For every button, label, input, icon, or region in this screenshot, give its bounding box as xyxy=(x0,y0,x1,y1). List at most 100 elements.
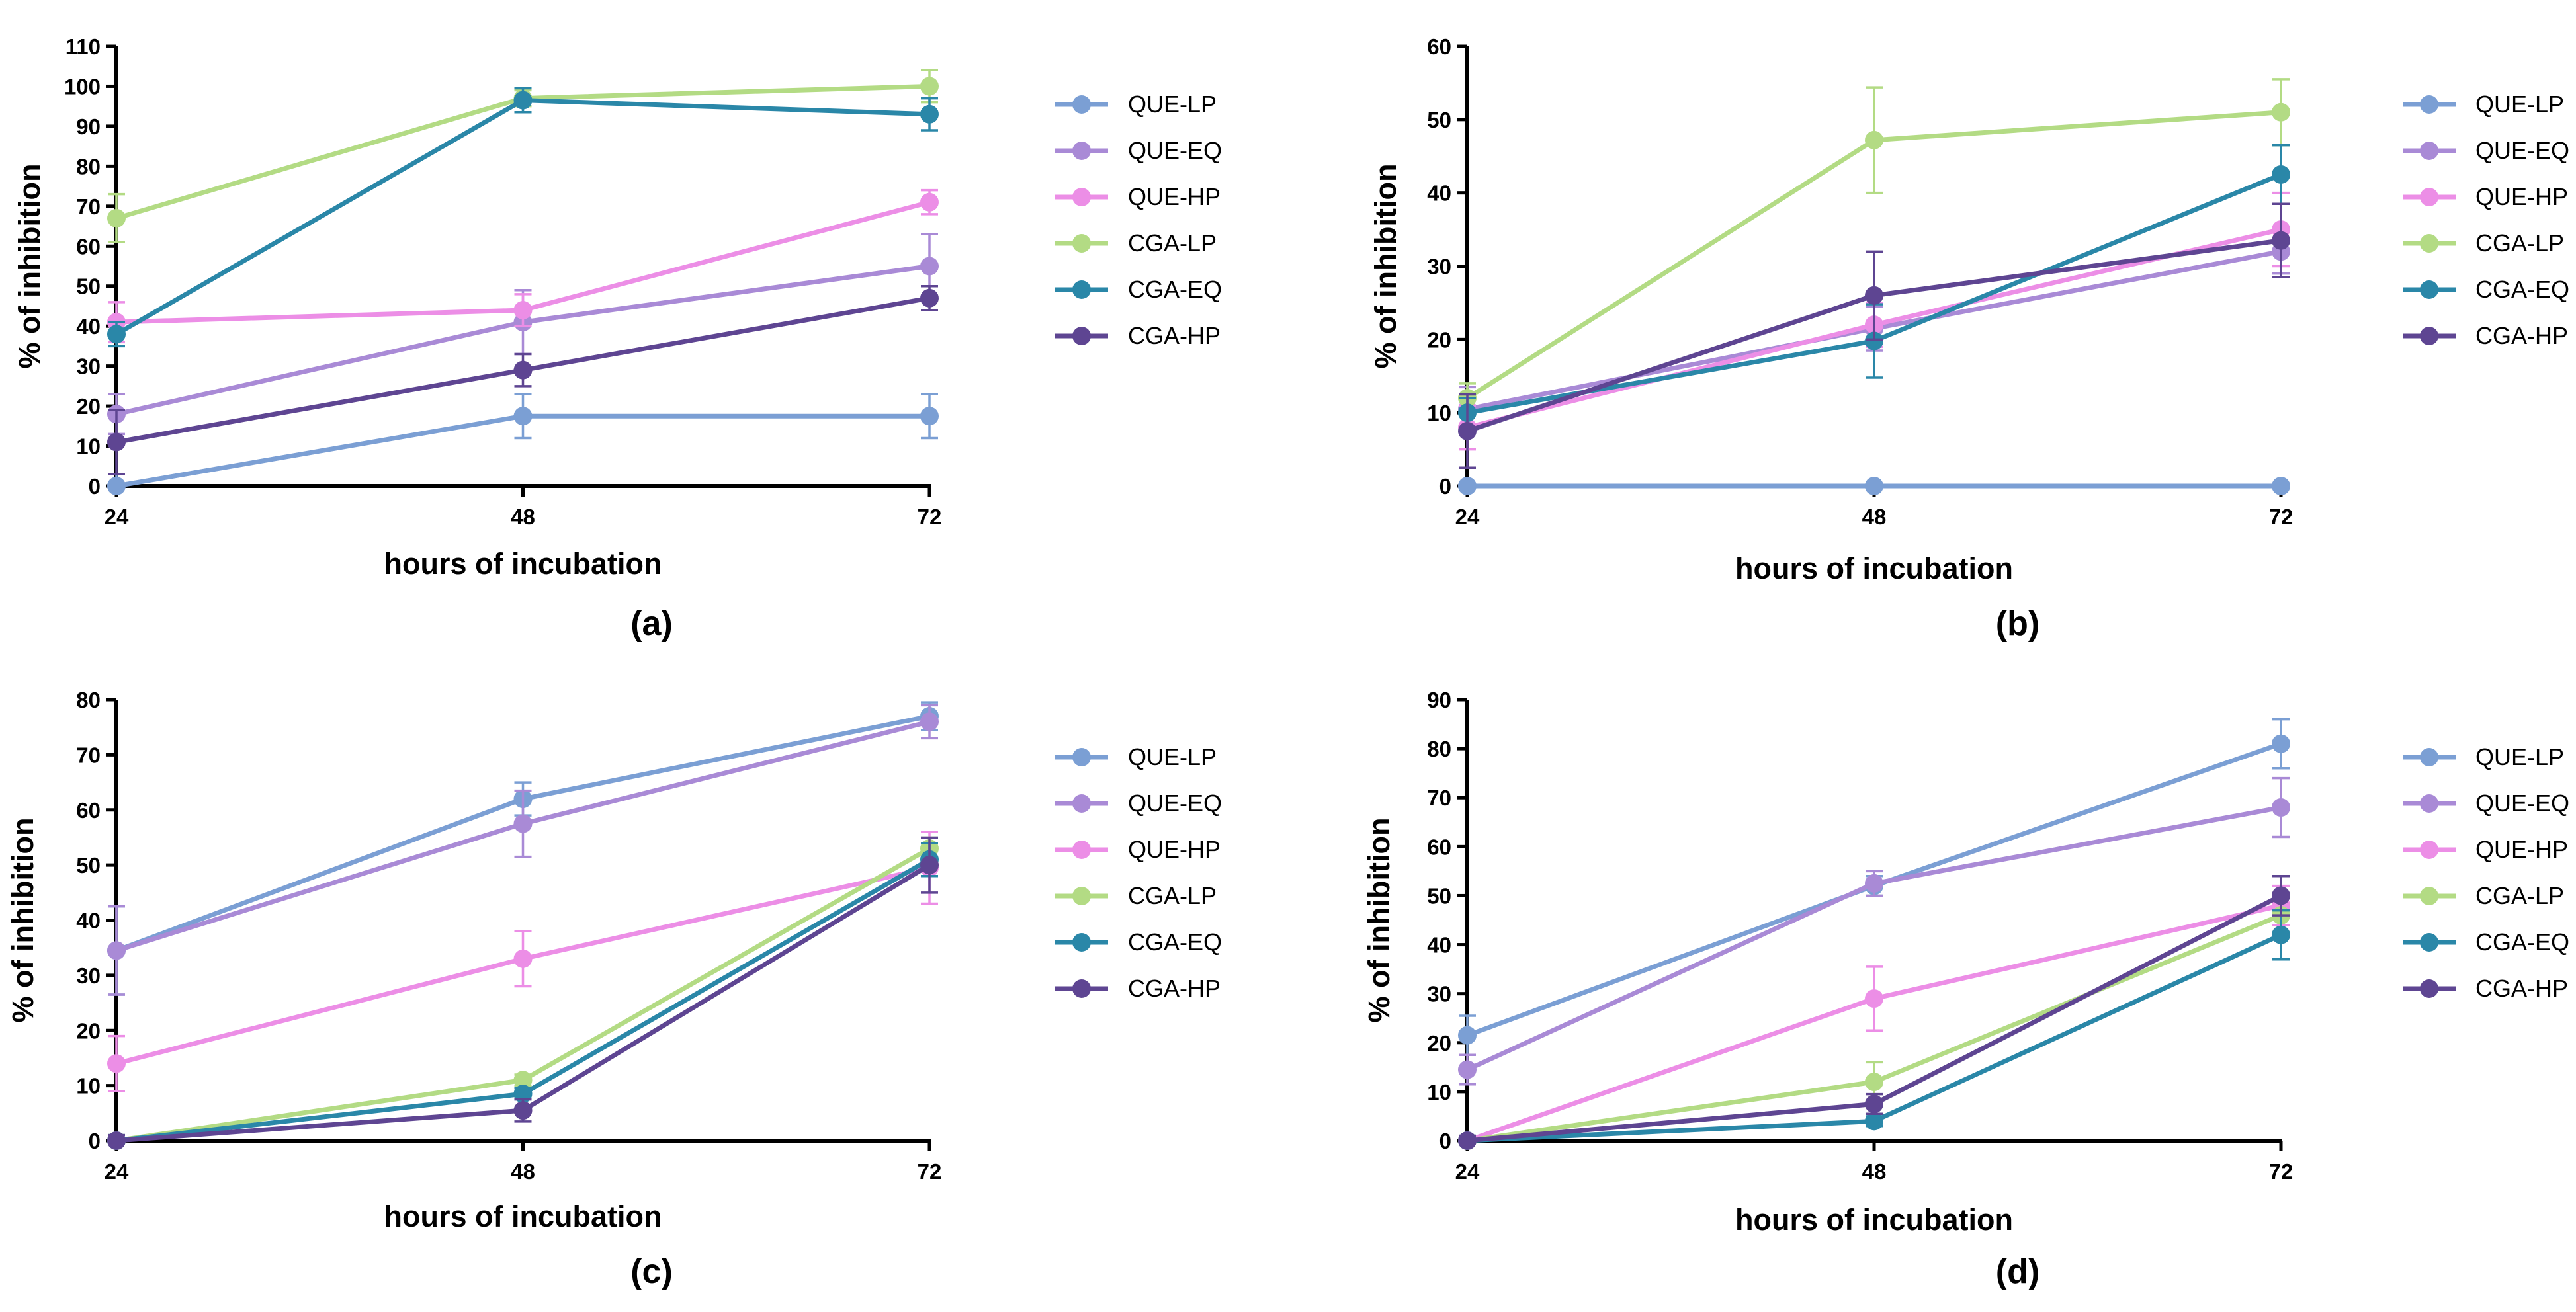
data-point xyxy=(513,1071,533,1090)
panel-label: (a) xyxy=(630,604,673,643)
legend-entry: QUE-LP xyxy=(1055,91,1217,118)
y-tick-label: 0 xyxy=(89,1129,101,1153)
legend-entry: CGA-HP xyxy=(1055,322,1221,349)
y-tick-label: 0 xyxy=(89,474,101,499)
x-tick-label: 48 xyxy=(511,1159,535,1184)
data-point xyxy=(920,77,939,96)
legend-marker xyxy=(2420,327,2438,345)
data-point xyxy=(2272,925,2290,944)
data-point xyxy=(513,301,533,319)
data-point xyxy=(107,325,126,344)
data-point xyxy=(920,192,939,212)
legend-label: QUE-HP xyxy=(2475,836,2568,863)
y-axis-label: % of inhibition xyxy=(1369,164,1402,369)
y-tick-label: 100 xyxy=(64,74,101,99)
data-point xyxy=(1865,331,1883,350)
series-CGA-EQ xyxy=(107,87,939,348)
legend-entry: QUE-LP xyxy=(2403,743,2564,770)
x-tick-label: 24 xyxy=(105,505,129,529)
y-tick-label: 80 xyxy=(1427,737,1451,761)
y-tick-label: 10 xyxy=(76,1074,101,1098)
y-tick-label: 0 xyxy=(1439,1129,1451,1153)
data-point xyxy=(1865,989,1883,1008)
series-QUE-EQ xyxy=(107,704,939,996)
legend-entry: QUE-HP xyxy=(2403,836,2568,863)
data-point xyxy=(107,1054,126,1073)
data-point xyxy=(107,432,126,452)
legend-marker xyxy=(2420,979,2438,998)
legend-marker xyxy=(2420,188,2438,206)
y-tick-label: 70 xyxy=(76,194,101,219)
y-tick-label: 40 xyxy=(76,909,101,933)
chart-panel-3: 0 10 20 30 40 50 60 70 80 90 24 48 72 hours of incuba… xyxy=(1362,688,2569,1291)
y-tick-label: 60 xyxy=(76,798,101,823)
panel-label: (b) xyxy=(1996,604,2039,643)
x-tick-label: 72 xyxy=(2269,1159,2294,1184)
y-axis-label: % of inhibition xyxy=(13,164,46,369)
data-point xyxy=(513,360,533,380)
data-point xyxy=(107,1131,126,1150)
x-tick-label: 48 xyxy=(1862,1159,1887,1184)
x-axis-label: hours of incubation xyxy=(1735,552,2013,585)
legend-entry: QUE-HP xyxy=(2403,183,2568,210)
data-point xyxy=(513,91,533,110)
data-point xyxy=(920,288,939,308)
data-point xyxy=(1865,130,1883,149)
y-tick-label: 50 xyxy=(1427,108,1451,132)
y-tick-label: 20 xyxy=(76,1018,101,1043)
y-tick-label: 50 xyxy=(76,274,101,299)
data-point xyxy=(2272,886,2290,905)
legend-entry: CGA-LP xyxy=(1055,882,1217,909)
legend-label: CGA-EQ xyxy=(2475,928,2569,956)
series-QUE-LP xyxy=(107,393,939,495)
legend-marker xyxy=(2420,887,2438,905)
data-point xyxy=(920,104,939,124)
legend-label: CGA-HP xyxy=(2475,322,2568,349)
data-point xyxy=(107,941,126,960)
legend-label: QUE-EQ xyxy=(2475,790,2569,817)
legend-label: CGA-EQ xyxy=(2475,276,2569,303)
legend-label: QUE-EQ xyxy=(1128,790,1222,817)
legend-entry: CGA-EQ xyxy=(2403,276,2569,303)
y-axis-label: % of inhibition xyxy=(6,818,40,1023)
y-axis-label: % of inhibition xyxy=(1362,818,1396,1023)
legend-marker xyxy=(2420,95,2438,114)
legend-label: CGA-EQ xyxy=(1128,928,1222,956)
legend-entry: CGA-LP xyxy=(2403,882,2564,909)
legend-label: QUE-HP xyxy=(2475,183,2568,210)
x-tick-label: 48 xyxy=(1862,505,1887,529)
data-point xyxy=(1865,874,1883,893)
legend-entry: CGA-EQ xyxy=(2403,928,2569,956)
legend-entry: QUE-LP xyxy=(2403,91,2564,118)
y-tick-label: 20 xyxy=(1427,327,1451,352)
series-QUE-HP xyxy=(107,831,939,1092)
legend-marker xyxy=(1072,188,1091,206)
legend-entry: CGA-HP xyxy=(2403,975,2568,1002)
data-point xyxy=(920,856,939,875)
legend-label: CGA-HP xyxy=(1128,322,1221,349)
panel-label: (c) xyxy=(630,1252,673,1291)
legend-entry: QUE-EQ xyxy=(1055,790,1222,817)
y-tick-label: 90 xyxy=(76,114,101,139)
x-tick-label: 72 xyxy=(2269,505,2294,529)
legend-marker xyxy=(2420,933,2438,952)
legend-label: CGA-HP xyxy=(2475,975,2568,1002)
legend-label: QUE-LP xyxy=(1128,743,1217,770)
y-tick-label: 70 xyxy=(76,743,101,767)
series-QUE-LP xyxy=(1458,477,2290,495)
chart-panel-0: 0 10 20 30 40 50 60 70 80 90 100 110 24 48 72 hours of … xyxy=(13,34,1222,643)
data-point xyxy=(1458,477,1477,495)
legend-label: QUE-LP xyxy=(1128,91,1217,118)
data-point xyxy=(1865,477,1883,495)
y-tick-label: 80 xyxy=(76,154,101,179)
y-tick-label: 90 xyxy=(1427,688,1451,712)
y-tick-label: 60 xyxy=(1427,34,1451,59)
data-point xyxy=(1458,1131,1477,1150)
x-axis-label: hours of incubation xyxy=(384,547,662,581)
y-tick-label: 10 xyxy=(1427,1080,1451,1104)
data-point xyxy=(1865,1112,1883,1131)
data-point xyxy=(2272,165,2290,184)
x-tick-label: 24 xyxy=(105,1159,129,1184)
legend-marker xyxy=(2420,280,2438,299)
y-tick-label: 80 xyxy=(76,688,101,712)
